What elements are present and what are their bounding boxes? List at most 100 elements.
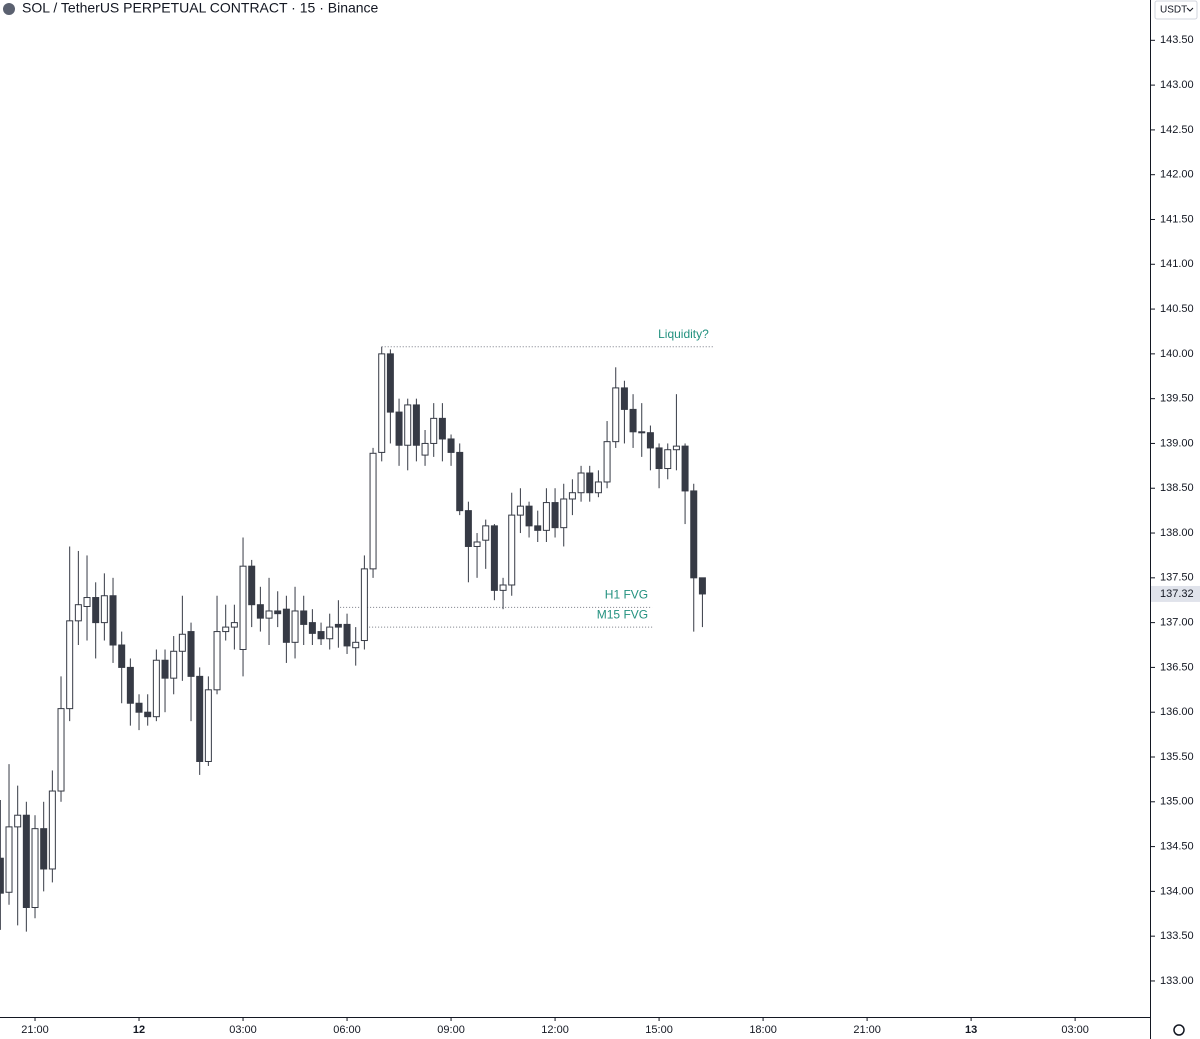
- candle-body: [690, 490, 698, 579]
- currency-label: USDT: [1160, 5, 1187, 16]
- candle-body: [525, 505, 533, 527]
- candle-body: [421, 442, 429, 456]
- candle-body: [352, 641, 360, 649]
- y-tick-label: 139.00: [1160, 437, 1194, 449]
- y-tick-label: 143.00: [1160, 79, 1194, 91]
- y-tick-label: 139.50: [1160, 393, 1194, 405]
- y-tick-label: 136.00: [1160, 706, 1194, 718]
- candle-body: [577, 472, 585, 494]
- candle-body: [378, 353, 386, 453]
- candle-body: [334, 623, 342, 628]
- candle-body: [447, 438, 455, 453]
- y-tick-label: 137.00: [1160, 617, 1194, 629]
- candle-body: [603, 441, 611, 483]
- candle-body: [135, 702, 143, 713]
- y-tick-label: 138.50: [1160, 482, 1194, 494]
- candle-body: [464, 510, 472, 547]
- currency-selector[interactable]: [1154, 0, 1198, 20]
- candle-body: [629, 408, 637, 433]
- y-tick-label: 133.00: [1160, 975, 1194, 987]
- candle-body: [698, 577, 706, 595]
- candle-body: [256, 604, 264, 619]
- x-tick-label: 15:00: [645, 1024, 673, 1036]
- candle-body: [74, 604, 82, 622]
- candle-body: [326, 626, 334, 640]
- candle-body: [204, 689, 212, 762]
- y-tick-label: 137.50: [1160, 572, 1194, 584]
- candle-body: [196, 675, 204, 762]
- candle-body: [638, 431, 646, 434]
- candle-body: [404, 404, 412, 446]
- settings-icon[interactable]: [1173, 1024, 1185, 1036]
- y-tick-label: 134.50: [1160, 840, 1194, 852]
- x-tick-label: 21:00: [853, 1024, 881, 1036]
- candle-body: [178, 633, 186, 652]
- y-tick-label: 141.00: [1160, 258, 1194, 270]
- x-tick-label: 03:00: [229, 1024, 257, 1036]
- candle-body: [126, 666, 134, 704]
- candle-body: [655, 447, 663, 470]
- candle-body: [681, 445, 689, 492]
- y-tick-label: 136.50: [1160, 661, 1194, 673]
- candle-body: [360, 568, 368, 642]
- candle-body: [551, 502, 559, 529]
- y-tick-label: 140.00: [1160, 348, 1194, 360]
- candle-body: [0, 857, 4, 894]
- candle-body: [534, 525, 542, 531]
- candle-body: [412, 404, 420, 446]
- annotation-label: H1 FVG: [605, 588, 648, 602]
- x-tick-label: 09:00: [437, 1024, 465, 1036]
- x-tick-label: 18:00: [749, 1024, 777, 1036]
- candle-body: [48, 790, 56, 870]
- y-tick-label: 138.00: [1160, 527, 1194, 539]
- y-tick-label: 140.50: [1160, 303, 1194, 315]
- candle-body: [248, 565, 256, 606]
- candle-body: [482, 525, 490, 541]
- candle-body: [473, 541, 481, 547]
- candle-body: [5, 826, 13, 893]
- candle-body: [369, 452, 377, 570]
- x-tick-label: 12: [133, 1024, 145, 1036]
- x-tick-label: 06:00: [333, 1024, 361, 1036]
- last-price-label: 137.32: [1160, 588, 1194, 600]
- candle-body: [92, 597, 100, 624]
- candle-body: [109, 595, 117, 646]
- candle-body: [499, 584, 507, 591]
- candle-body: [646, 432, 654, 449]
- candle-body: [612, 387, 620, 443]
- annotation-label: Liquidity?: [658, 327, 709, 341]
- candle-body: [100, 595, 108, 624]
- candle-body: [308, 622, 316, 634]
- candle-body: [213, 631, 221, 691]
- candle-body: [664, 449, 672, 470]
- y-tick-label: 135.00: [1160, 796, 1194, 808]
- candle-body: [144, 711, 152, 718]
- candle-body: [170, 650, 178, 679]
- candle-body: [187, 631, 195, 677]
- candle-body: [672, 445, 680, 451]
- candle-body: [291, 610, 299, 643]
- x-tick-label: 12:00: [541, 1024, 569, 1036]
- candle-body: [456, 451, 464, 512]
- candle-body: [508, 514, 516, 586]
- candle-body: [161, 659, 169, 679]
- candle-body: [430, 417, 438, 444]
- candle-body: [274, 610, 282, 615]
- candle-body: [31, 828, 39, 908]
- chart-title: SOL / TetherUS PERPETUAL CONTRACT · 15 ·…: [22, 0, 379, 16]
- candle-body: [118, 644, 126, 668]
- dropdown-arrow: [1186, 7, 1194, 12]
- candle-body: [542, 502, 550, 531]
- x-tick-label: 13: [965, 1024, 977, 1036]
- y-tick-label: 142.00: [1160, 169, 1194, 181]
- candle-body: [83, 597, 91, 607]
- candle-body: [620, 387, 628, 410]
- last-price-box: [1151, 585, 1200, 602]
- candle-body: [560, 498, 568, 529]
- candle-body: [230, 622, 238, 628]
- candle-body: [568, 492, 576, 500]
- annotation-label: M15 FVG: [597, 607, 648, 621]
- candle-body: [14, 814, 22, 828]
